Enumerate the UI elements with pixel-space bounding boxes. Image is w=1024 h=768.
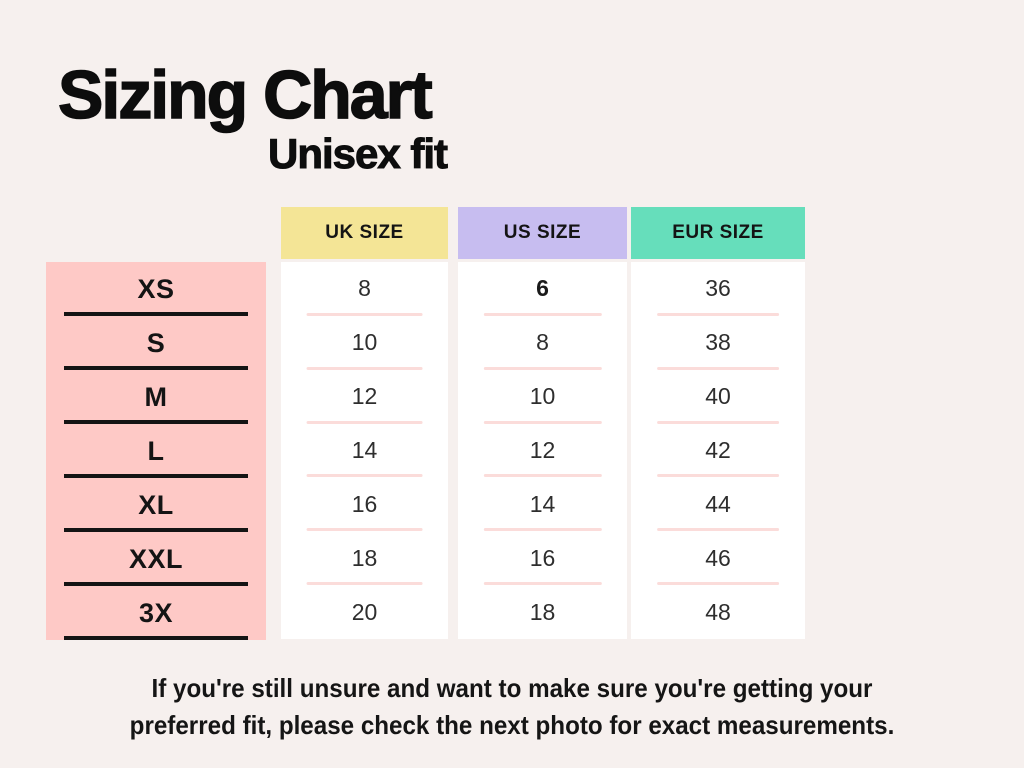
eur-size-value: 42 — [705, 437, 731, 463]
row-divider — [306, 528, 423, 532]
table-cell: 40 — [631, 370, 805, 424]
eur-size-column: EUR SIZE 36 38 40 42 44 46 48 — [631, 207, 805, 639]
us-size-values: 6 8 10 12 14 16 18 — [458, 262, 627, 639]
size-underline — [64, 582, 248, 586]
table-cell: 42 — [631, 424, 805, 478]
us-size-header-label: US SIZE — [503, 222, 582, 243]
footer-note: If you're still unsure and want to make … — [36, 670, 988, 744]
table-cell: 12 — [281, 370, 448, 424]
table-cell: 36 — [631, 262, 805, 316]
us-size-value: 14 — [529, 490, 556, 517]
eur-size-value: 36 — [705, 275, 731, 302]
row-divider — [657, 366, 779, 370]
us-size-value: 12 — [529, 437, 556, 463]
table-cell: 12 — [458, 424, 627, 478]
us-size-value: 6 — [536, 275, 549, 302]
row-divider — [483, 420, 602, 424]
row-divider — [483, 474, 602, 478]
size-label: XL — [138, 489, 174, 520]
size-label: M — [144, 381, 168, 412]
table-cell: 6 — [458, 262, 627, 316]
row-divider — [483, 366, 602, 370]
footer-note-line1: If you're still unsure and want to make … — [151, 673, 873, 703]
eur-size-value: 46 — [705, 544, 731, 571]
row-divider — [483, 312, 602, 316]
uk-size-value: 14 — [351, 437, 378, 463]
table-cell: 20 — [281, 585, 448, 639]
table-cell: 10 — [281, 316, 448, 370]
size-row: XXL — [46, 532, 266, 586]
row-divider — [657, 582, 779, 586]
table-cell: 38 — [631, 316, 805, 370]
us-size-value: 10 — [529, 383, 556, 410]
size-row: S — [46, 316, 266, 370]
table-cell: 48 — [631, 585, 805, 639]
eur-size-values: 36 38 40 42 44 46 48 — [631, 262, 805, 639]
uk-size-header-label: UK SIZE — [325, 222, 404, 243]
size-row: XS — [46, 262, 266, 316]
size-row: M — [46, 370, 266, 424]
table-cell: 8 — [458, 316, 627, 370]
size-label: S — [146, 327, 166, 358]
eur-size-value: 38 — [705, 329, 731, 356]
table-cell: 44 — [631, 477, 805, 532]
uk-size-column: UK SIZE 8 10 12 14 16 18 20 — [281, 207, 448, 639]
uk-size-header: UK SIZE — [281, 207, 448, 259]
size-row: L — [46, 424, 266, 478]
size-row: XL — [46, 478, 266, 532]
us-size-column: US SIZE 6 8 10 12 14 16 18 — [458, 207, 627, 639]
size-label: XXL — [128, 543, 183, 574]
us-size-header: US SIZE — [458, 207, 627, 259]
eur-size-header: EUR SIZE — [631, 207, 805, 259]
eur-size-value: 40 — [705, 383, 731, 410]
size-underline — [64, 312, 248, 316]
table-cell: 8 — [281, 262, 448, 316]
us-size-value: 18 — [529, 598, 556, 625]
row-divider — [657, 420, 779, 424]
page-title: Sizing Chart — [57, 56, 433, 134]
footer-note-line2: preferred fit, please check the next pho… — [129, 710, 895, 740]
uk-size-value: 10 — [351, 329, 378, 356]
row-divider — [306, 582, 423, 586]
uk-size-value: 8 — [358, 275, 371, 302]
eur-size-value: 44 — [705, 490, 731, 517]
size-labels-column: XS S M L XL XXL 3X — [46, 262, 266, 640]
table-cell: 18 — [281, 531, 448, 586]
size-underline — [64, 366, 248, 370]
row-divider — [306, 420, 423, 424]
row-divider — [483, 528, 602, 532]
row-divider — [306, 312, 423, 316]
table-cell: 14 — [281, 424, 448, 478]
row-divider — [306, 366, 423, 370]
eur-size-header-label: EUR SIZE — [672, 222, 764, 243]
uk-size-value: 12 — [351, 383, 378, 410]
us-size-value: 8 — [536, 329, 549, 356]
table-cell: 16 — [281, 477, 448, 532]
size-row: 3X — [46, 586, 266, 640]
size-underline — [64, 474, 248, 478]
uk-size-value: 16 — [351, 490, 378, 517]
us-size-value: 16 — [529, 544, 556, 571]
row-divider — [483, 582, 602, 586]
table-cell: 46 — [631, 531, 805, 586]
size-underline — [64, 528, 248, 532]
row-divider — [657, 474, 779, 478]
size-underline — [64, 420, 248, 424]
eur-size-value: 48 — [705, 598, 731, 625]
table-cell: 14 — [458, 477, 627, 532]
size-label: 3X — [138, 597, 174, 628]
size-label: L — [147, 435, 165, 466]
uk-size-value: 18 — [351, 544, 378, 571]
table-cell: 10 — [458, 370, 627, 424]
table-cell: 16 — [458, 531, 627, 586]
size-underline — [64, 636, 248, 640]
row-divider — [657, 312, 779, 316]
uk-size-value: 20 — [351, 598, 378, 625]
size-label: XS — [137, 273, 175, 304]
row-divider — [306, 474, 423, 478]
uk-size-values: 8 10 12 14 16 18 20 — [281, 262, 448, 639]
table-cell: 18 — [458, 585, 627, 639]
row-divider — [657, 528, 779, 532]
page-subtitle: Unisex fit — [267, 130, 448, 178]
